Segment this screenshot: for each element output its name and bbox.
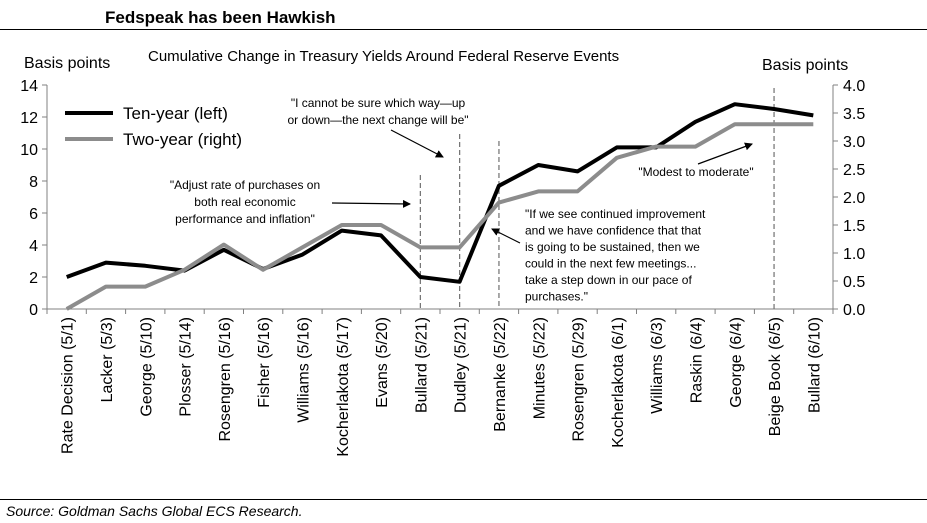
category-label: Bernanke (5/22) xyxy=(492,317,509,432)
event-annotation-arrow xyxy=(390,129,444,158)
category-label: Bullard (6/10) xyxy=(806,317,823,413)
left-tick-label: 10 xyxy=(20,142,38,159)
category-label: Williams (6/3) xyxy=(649,317,666,414)
right-tick-label: 2.5 xyxy=(843,162,865,179)
event-annotation-text: or down—the next change will be" xyxy=(287,113,468,127)
right-tick-label: 0.0 xyxy=(843,302,865,319)
left-tick-label: 6 xyxy=(29,206,38,223)
category-label: Dudley (5/21) xyxy=(453,317,470,413)
category-label: George (5/10) xyxy=(138,317,155,417)
left-tick-label: 8 xyxy=(29,174,38,191)
event-annotation-text: could in the next few meetings... xyxy=(525,257,696,271)
axes-group xyxy=(42,84,838,314)
left-tick-label: 0 xyxy=(29,302,38,319)
event-annotation-text: take a step down in our pace of xyxy=(525,273,692,287)
category-label: Rate Decision (5/1) xyxy=(60,317,77,454)
category-label: Beige Book (6/5) xyxy=(767,317,784,436)
category-label: Evans (5/20) xyxy=(374,317,391,408)
legend-entry-label: Ten-year (left) xyxy=(123,104,228,123)
two-year-series-line xyxy=(65,122,814,311)
top-rule xyxy=(0,29,927,30)
event-annotation-text: "Adjust rate of purchases on xyxy=(170,178,320,192)
category-label: Rosengren (5/29) xyxy=(571,317,588,442)
left-tick-label: 12 xyxy=(20,110,38,127)
category-label: George (6/4) xyxy=(728,317,745,408)
chart-subtitle: Cumulative Change in Treasury Yields Aro… xyxy=(148,48,619,65)
event-annotation-text: "Modest to moderate" xyxy=(638,165,753,179)
category-label: Kocherlakota (5/17) xyxy=(335,317,352,457)
chart-title: Fedspeak has been Hawkish xyxy=(105,8,336,27)
event-annotation-text: "I cannot be sure which way—up xyxy=(291,96,466,110)
event-annotation-text: is going to be sustained, then we xyxy=(525,240,700,254)
event-annotation-arrow xyxy=(331,199,411,208)
right-tick-label: 4.0 xyxy=(843,78,865,95)
event-annotation-arrow xyxy=(697,142,753,165)
category-label: Plosser (5/14) xyxy=(178,317,195,417)
right-tick-label: 0.5 xyxy=(843,274,865,291)
right-tick-label: 1.5 xyxy=(843,218,865,235)
category-label: Williams (5/16) xyxy=(295,317,312,423)
right-tick-label: 1.0 xyxy=(843,246,865,263)
source-note: Source: Goldman Sachs Global ECS Researc… xyxy=(6,503,303,519)
category-label: Bullard (5/21) xyxy=(413,317,430,413)
category-label: Raskin (6/4) xyxy=(688,317,705,403)
left-tick-label: 4 xyxy=(29,238,38,255)
legend-entry-label: Two-year (right) xyxy=(123,130,242,149)
chart-area: 0 2 4 6 8 10 12 14 0.0 0.5 1.0 1.5 2.0 2.5 3.0 3.5 4.0 Ra… xyxy=(20,48,865,457)
event-annotation-text: and we have confidence that that xyxy=(525,224,702,238)
event-annotation-arrow xyxy=(491,228,521,244)
category-label: Lacker (5/3) xyxy=(99,317,116,402)
category-label: Kocherlakota (6/1) xyxy=(610,317,627,448)
left-tick-label: 2 xyxy=(29,270,38,287)
category-label: Rosengren (5/16) xyxy=(217,317,234,442)
event-annotation-text: purchases." xyxy=(525,290,588,304)
right-tick-label: 3.5 xyxy=(843,106,865,123)
right-tick-label: 3.0 xyxy=(843,134,865,151)
event-annotation-text: performance and inflation" xyxy=(175,212,315,226)
right-tick-label: 2.0 xyxy=(843,190,865,207)
left-tick-label: 14 xyxy=(20,78,38,95)
labels-group: 0 2 4 6 8 10 12 14 0.0 0.5 1.0 1.5 2.0 2.5 3.0 3.5 4.0 Ra… xyxy=(20,48,865,457)
left-axis-title: Basis points xyxy=(24,55,110,72)
bottom-rule xyxy=(0,499,927,500)
event-annotation-text: both real economic xyxy=(194,195,295,209)
event-annotation-text: "If we see continued improvement xyxy=(525,207,706,221)
series-group xyxy=(65,102,814,311)
category-label: Fisher (5/16) xyxy=(256,317,273,408)
right-axis-title: Basis points xyxy=(762,57,848,74)
category-label: Minutes (5/22) xyxy=(531,317,548,419)
